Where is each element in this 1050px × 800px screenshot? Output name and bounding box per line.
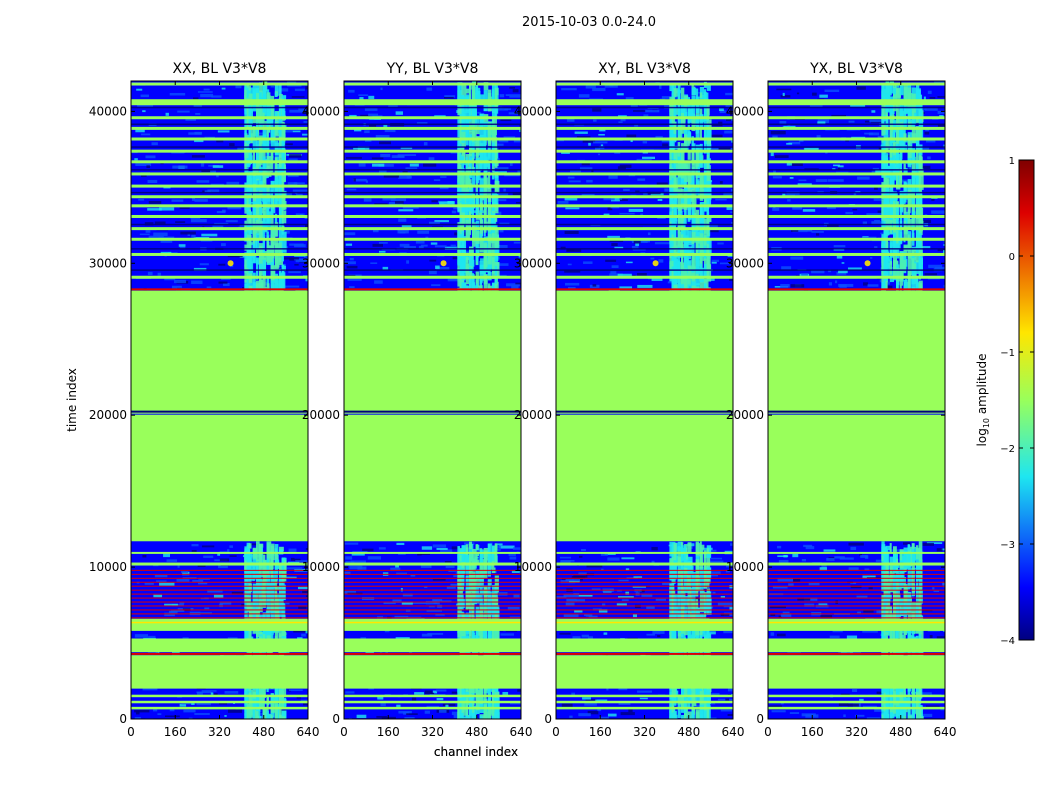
y-tick-label: 0: [756, 712, 764, 726]
colorbar-tick-label: −1: [1000, 348, 1015, 359]
x-tick-label: 0: [552, 725, 560, 739]
panel-0: XX, BL V3*V8 0 160 320 480 640 0 10000 20000 3000…: [65, 61, 518, 759]
x-tick-label: 640: [934, 725, 957, 739]
x-tick-label: 480: [465, 725, 488, 739]
y-tick-label: 20000: [302, 408, 340, 422]
x-tick-label: 480: [677, 725, 700, 739]
y-tick-label: 10000: [726, 560, 764, 574]
x-tick-label: 160: [801, 725, 824, 739]
y-tick-label: 40000: [514, 104, 552, 118]
x-tick-label: 640: [297, 725, 320, 739]
y-tick-label: 10000: [302, 560, 340, 574]
panel-3: YX, BL V3*V8 0 160 320 480 640 0 10000 20000 3000…: [726, 61, 957, 739]
panel-2: XY, BL V3*V8 0 160 320 480 640 0 10000 20000 3000…: [514, 61, 745, 739]
y-tick-label: 40000: [726, 104, 764, 118]
y-tick-label: 10000: [89, 560, 127, 574]
x-tick-label: 160: [377, 725, 400, 739]
y-tick-label: 0: [544, 712, 552, 726]
colorbar-tick-label: −4: [1000, 636, 1015, 647]
colorbar-tick-label: 1: [1009, 156, 1015, 167]
x-tick-label: 0: [127, 725, 135, 739]
x-tick-label: 160: [164, 725, 187, 739]
colorbar-tick-label: −3: [1000, 540, 1015, 551]
x-tick-label: 480: [252, 725, 275, 739]
y-tick-label: 0: [332, 712, 340, 726]
colorbar-label: log10 amplitude: [975, 354, 991, 447]
y-axis-label: time index: [65, 368, 79, 432]
y-tick-label: 30000: [302, 256, 340, 270]
panel-title: XY, BL V3*V8: [598, 61, 691, 77]
x-axis-label: channel index: [434, 745, 518, 759]
y-tick-label: 20000: [514, 408, 552, 422]
x-tick-label: 0: [764, 725, 772, 739]
colorbar-gradient: [1018, 159, 1035, 641]
heatmap-image: [344, 81, 521, 719]
panel-1: YY, BL V3*V8 0 160 320 480 640 0 10000 20000 3000…: [302, 61, 533, 759]
x-tick-label: 160: [589, 725, 612, 739]
colorbar: 1 0 −1 −2 −3 −4 log10 amplitude: [975, 156, 1035, 647]
x-tick-label: 320: [845, 725, 868, 739]
x-tick-label: 320: [421, 725, 444, 739]
y-tick-label: 40000: [302, 104, 340, 118]
y-tick-label: 30000: [726, 256, 764, 270]
y-tick-label: 30000: [514, 256, 552, 270]
panel-title: YX, BL V3*V8: [809, 61, 903, 77]
x-tick-label: 320: [633, 725, 656, 739]
panel-title: XX, BL V3*V8: [173, 61, 267, 77]
x-axis-label: channel index: [434, 745, 518, 759]
x-tick-label: 320: [208, 725, 231, 739]
panel-title: YY, BL V3*V8: [386, 61, 479, 77]
panels: XX, BL V3*V8 0 160 320 480 640 0 10000 20000 3000…: [65, 61, 957, 759]
y-tick-label: 10000: [514, 560, 552, 574]
x-tick-label: 480: [889, 725, 912, 739]
x-tick-label: 0: [340, 725, 348, 739]
colorbar-tick-label: 0: [1009, 252, 1015, 263]
figure-suptitle: 2015-10-03 0.0-24.0: [522, 15, 656, 30]
heatmap-image: [556, 81, 733, 719]
y-tick-label: 20000: [726, 408, 764, 422]
heatmap-image: [131, 81, 308, 719]
y-tick-label: 20000: [89, 408, 127, 422]
heatmap-image: [768, 81, 945, 719]
y-tick-label: 0: [119, 712, 127, 726]
x-tick-label: 640: [510, 725, 533, 739]
y-tick-label: 30000: [89, 256, 127, 270]
x-tick-label: 640: [722, 725, 745, 739]
colorbar-tick-label: −2: [1000, 444, 1015, 455]
y-tick-label: 40000: [89, 104, 127, 118]
